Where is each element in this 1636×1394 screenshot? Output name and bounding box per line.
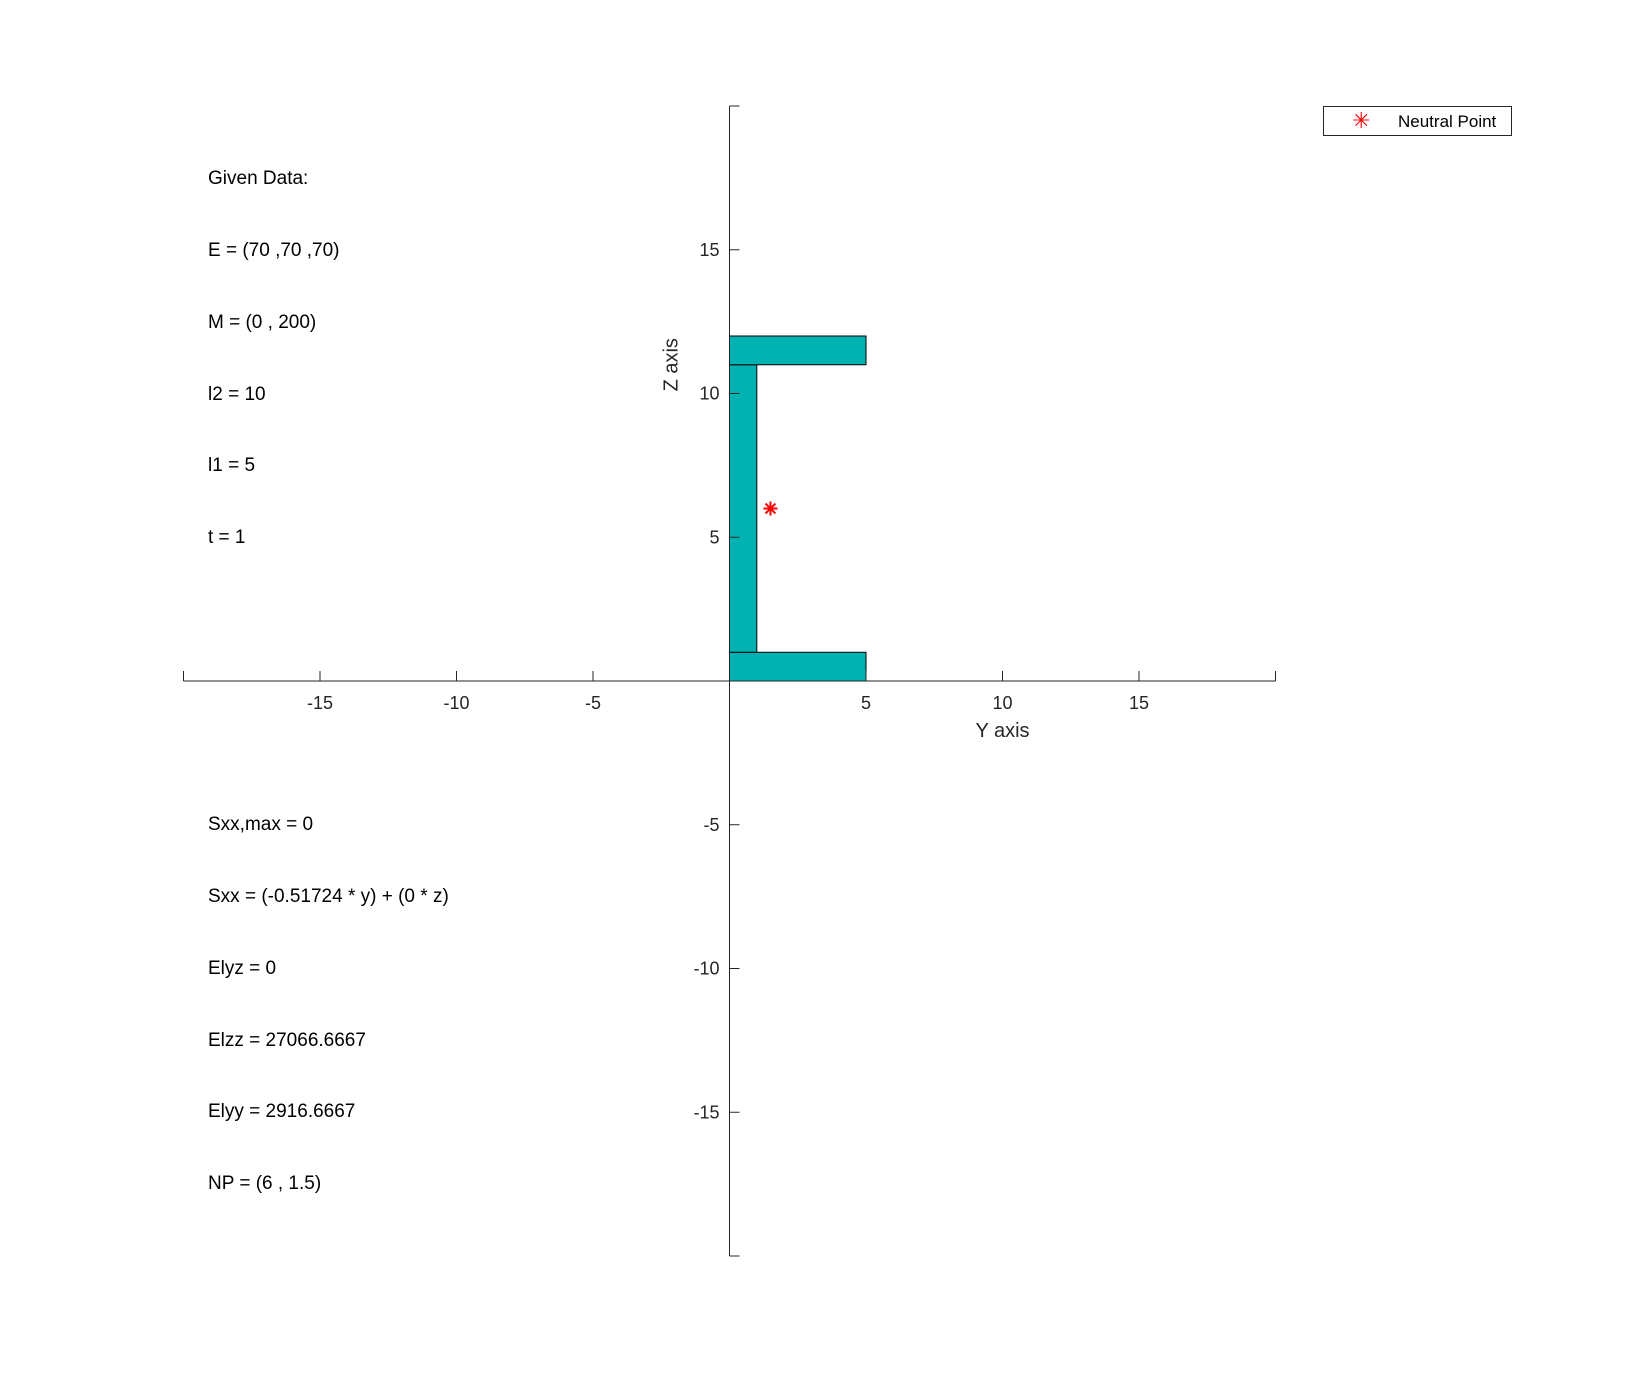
legend-marker-icon: ✳	[1352, 108, 1371, 133]
result-sxx-max: Sxx,max = 0	[208, 814, 314, 835]
given-t: t = 1	[208, 527, 246, 548]
given-m: M = (0 , 200)	[208, 312, 317, 333]
section-web	[729, 364, 758, 653]
given-l1: l1 = 5	[208, 455, 256, 476]
z-axis-tick-label: 15	[699, 240, 719, 260]
z-axis-tick-label: -10	[693, 959, 719, 979]
result-elyz: Elyz = 0	[208, 958, 277, 979]
y-axis-tick-label: -10	[443, 693, 469, 713]
legend: ✳ Neutral Point	[1323, 106, 1512, 136]
given-l2: l2 = 10	[208, 384, 266, 405]
given-data-title: Given Data:	[208, 168, 309, 189]
given-e: E = (70 ,70 ,70)	[208, 240, 340, 261]
x-axis-title: Y axis	[975, 720, 1029, 742]
section-top-flange	[729, 335, 867, 366]
z-axis-tick-label: -15	[693, 1102, 719, 1122]
section-bottom-flange	[729, 651, 867, 682]
y-axis-title: Z axis	[661, 338, 683, 391]
y-axis-tick-label: 5	[861, 693, 871, 713]
cross-section	[729, 335, 867, 682]
y-axis-tick-label: 15	[1129, 693, 1149, 713]
z-axis-tick-label: 10	[699, 384, 719, 404]
data-points	[763, 501, 778, 516]
axes: -15 -10 -5 5 10 15 -15 -10 -5 5 10 15 Y axis Z axis	[183, 105, 1276, 1257]
z-axis-tick-label: -5	[703, 815, 719, 835]
result-sxx: Sxx = (-0.51724 * y) + (0 * z)	[208, 886, 449, 907]
y-axis-tick-label: -5	[585, 693, 601, 713]
y-axis-tick-label: -15	[307, 693, 333, 713]
z-axis-tick-label: 5	[709, 527, 719, 547]
result-elyy: Elyy = 2916.6667	[208, 1101, 356, 1122]
result-np: NP = (6 , 1.5)	[208, 1173, 322, 1194]
y-axis-tick-label: 10	[992, 693, 1012, 713]
neutral-point-marker	[763, 501, 778, 516]
result-elzz: Elzz = 27066.6667	[208, 1030, 366, 1051]
legend-label: Neutral Point	[1398, 112, 1497, 131]
